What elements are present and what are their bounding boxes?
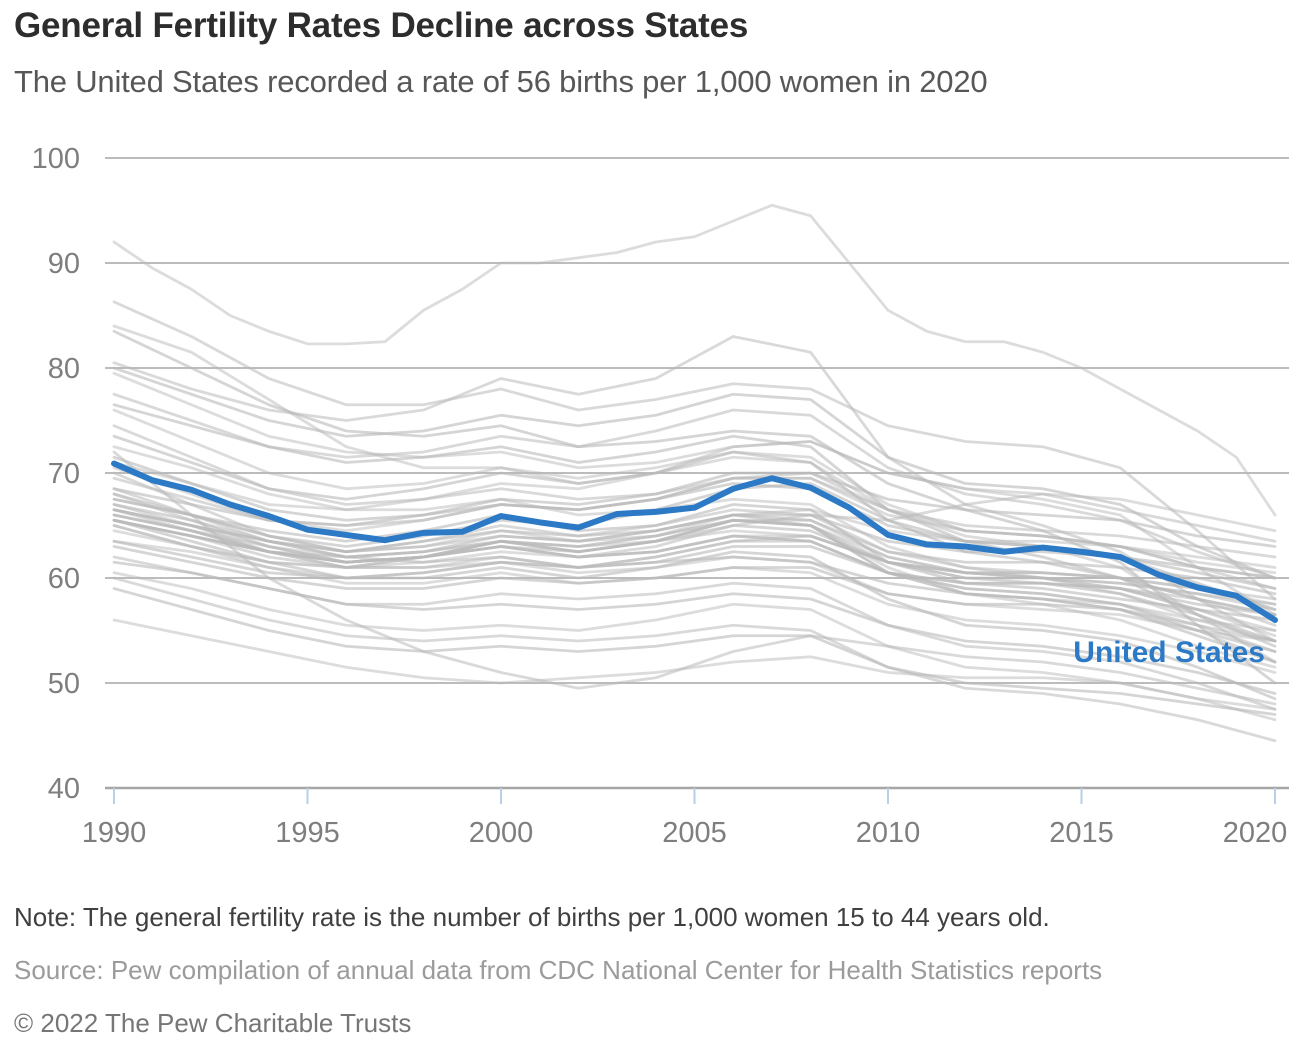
state-line bbox=[112, 471, 1277, 548]
y-tick-label: 50 bbox=[48, 668, 80, 700]
y-tick-label: 40 bbox=[48, 773, 80, 805]
state-line bbox=[112, 560, 1277, 695]
state-line bbox=[112, 618, 1277, 711]
state-line bbox=[112, 300, 1277, 601]
state-line bbox=[112, 513, 1277, 638]
state-line bbox=[112, 571, 1277, 722]
state-line bbox=[112, 324, 1277, 664]
chart-subtitle: The United States recorded a rate of 56 … bbox=[14, 64, 988, 99]
state-line bbox=[112, 497, 1277, 622]
state-line bbox=[112, 434, 1277, 617]
y-tick-label: 80 bbox=[48, 353, 80, 385]
y-tick-label: 60 bbox=[48, 563, 80, 595]
chart-title: General Fertility Rates Decline across S… bbox=[14, 6, 749, 45]
state-line bbox=[112, 440, 1277, 533]
y-tick-label: 70 bbox=[48, 458, 80, 490]
state-line bbox=[112, 518, 1277, 611]
x-tick-label: 1995 bbox=[275, 817, 340, 849]
state-line bbox=[112, 392, 1277, 580]
state-line bbox=[112, 371, 1277, 617]
state-line bbox=[112, 403, 1277, 648]
copyright-text: © 2022 The Pew Charitable Trusts bbox=[14, 1008, 412, 1038]
state-line bbox=[112, 524, 1277, 627]
state-line bbox=[112, 576, 1277, 743]
y-tick-label: 90 bbox=[48, 248, 80, 280]
source-text: Source: Pew compilation of annual data f… bbox=[14, 955, 1103, 985]
x-tick-label: 1990 bbox=[82, 817, 147, 849]
us-line bbox=[111, 460, 1278, 623]
state-line bbox=[112, 335, 1277, 643]
state-line bbox=[112, 518, 1277, 643]
x-tick-label: 2005 bbox=[662, 817, 727, 849]
x-tick-label: 2020 bbox=[1223, 817, 1288, 849]
state-line bbox=[112, 539, 1277, 674]
y-tick-label: 100 bbox=[32, 143, 80, 175]
note-text: Note: The general fertility rate is the … bbox=[14, 902, 1050, 932]
x-tick-label: 2010 bbox=[856, 817, 921, 849]
us-line-label: United States bbox=[1073, 636, 1265, 669]
state-line bbox=[112, 450, 1277, 706]
state-line bbox=[112, 203, 1277, 517]
state-lines bbox=[112, 203, 1277, 743]
gridlines bbox=[105, 157, 1289, 790]
state-line bbox=[112, 587, 1277, 716]
us-line-group bbox=[111, 460, 1278, 623]
x-tick-label: 2000 bbox=[469, 817, 534, 849]
state-line bbox=[112, 329, 1277, 685]
state-line bbox=[112, 497, 1277, 669]
state-line bbox=[112, 518, 1277, 701]
x-tick-label: 2015 bbox=[1049, 817, 1114, 849]
